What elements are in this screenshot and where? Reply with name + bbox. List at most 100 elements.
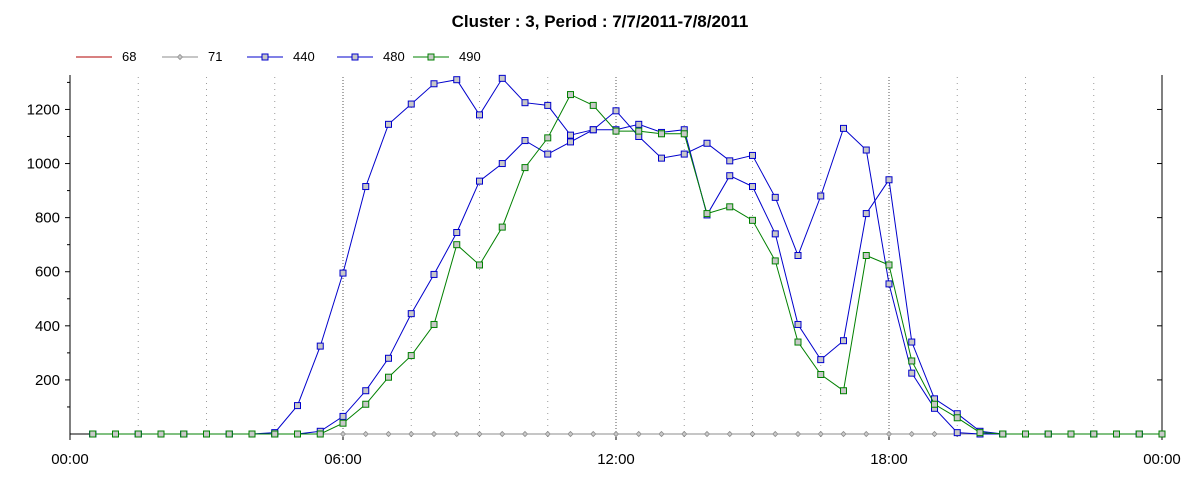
data-point-490	[1135, 430, 1143, 438]
legend-swatch-440	[247, 53, 283, 61]
data-point-71	[772, 430, 779, 438]
data-point-480	[885, 280, 893, 288]
data-point-490	[294, 430, 301, 438]
data-point-490	[931, 400, 938, 408]
series-line-440	[92, 77, 1162, 435]
data-point-71	[840, 430, 847, 438]
data-point-440	[908, 338, 916, 346]
data-point-490	[248, 430, 256, 438]
data-point-71	[885, 430, 893, 438]
data-point-71	[590, 430, 597, 438]
data-point-440	[407, 100, 415, 108]
y-tick-label: 1200	[27, 101, 60, 118]
x-tick-label: 18:00	[870, 451, 908, 468]
data-point-490	[726, 203, 734, 211]
data-point-490	[476, 261, 483, 269]
data-point-490	[567, 91, 574, 99]
chart-title: Cluster : 3, Period : 7/7/2011-7/8/2011	[451, 12, 749, 31]
data-point-490	[498, 223, 506, 231]
data-point-480	[817, 192, 825, 200]
data-point-490	[362, 400, 370, 408]
data-point-490	[430, 320, 438, 328]
data-point-490	[89, 430, 97, 438]
x-tick-label: 12:00	[597, 451, 635, 468]
data-point-490	[544, 134, 552, 142]
data-point-440	[316, 342, 324, 350]
data-point-490	[749, 216, 756, 224]
data-point-440	[339, 269, 347, 277]
data-point-480	[339, 412, 347, 420]
data-point-440	[430, 80, 438, 88]
data-point-490	[385, 373, 392, 381]
data-point-71	[931, 430, 938, 438]
data-point-490	[316, 430, 324, 438]
data-point-490	[1113, 430, 1120, 438]
y-tick-label: 800	[35, 210, 60, 227]
legend-label: 68	[122, 49, 137, 64]
data-point-480	[498, 160, 506, 168]
data-point-490	[1044, 430, 1052, 438]
data-point-480	[521, 137, 529, 145]
data-point-71	[339, 430, 347, 438]
y-tick-label: 600	[35, 264, 60, 281]
legend-swatch-480	[337, 53, 373, 61]
data-point-490	[908, 357, 916, 365]
data-point-480	[703, 139, 711, 147]
data-point-490	[635, 127, 643, 135]
data-point-490	[134, 430, 142, 438]
x-tick-label: 00:00	[51, 451, 89, 468]
data-point-490	[339, 419, 347, 427]
legend-label: 490	[459, 49, 481, 64]
data-point-490	[885, 261, 893, 269]
data-point-71	[544, 430, 551, 438]
data-point-480	[794, 252, 802, 259]
data-point-480	[453, 229, 461, 237]
data-point-490	[794, 338, 802, 346]
data-point-71	[385, 430, 392, 438]
data-point-440	[476, 111, 483, 119]
y-tick-label: 200	[35, 372, 60, 389]
data-point-490	[976, 429, 984, 437]
data-point-490	[1158, 430, 1166, 438]
data-point-71	[749, 430, 756, 438]
data-point-71	[794, 430, 802, 438]
series-line-480	[92, 110, 1162, 435]
data-point-440	[726, 172, 734, 180]
data-point-480	[862, 146, 870, 154]
data-point-440	[294, 402, 301, 410]
data-point-480	[589, 126, 597, 134]
data-point-71	[476, 430, 483, 438]
legend-swatch-490	[413, 53, 449, 61]
data-point-71	[521, 430, 529, 438]
data-point-71	[703, 430, 711, 438]
data-point-480	[567, 138, 574, 146]
data-point-440	[885, 176, 893, 184]
data-point-440	[521, 99, 529, 107]
data-point-71	[817, 430, 824, 438]
legend-swatch-71	[162, 53, 198, 61]
data-point-480	[840, 124, 847, 132]
data-point-490	[999, 430, 1007, 438]
data-point-440	[362, 183, 370, 191]
data-point-490	[180, 430, 188, 438]
data-point-440	[862, 210, 870, 218]
data-point-440	[817, 356, 825, 364]
y-tick-label: 400	[35, 318, 60, 335]
data-point-71	[658, 430, 665, 438]
data-point-440	[771, 230, 779, 238]
data-point-440	[794, 320, 802, 328]
data-point-440	[498, 74, 506, 82]
legend-swatch-68	[76, 56, 112, 58]
data-point-480	[407, 310, 415, 318]
data-point-480	[771, 193, 779, 201]
data-point-480	[658, 154, 665, 162]
data-point-480	[908, 369, 916, 377]
data-point-490	[589, 101, 597, 109]
data-point-490	[612, 127, 620, 135]
data-point-71	[453, 430, 460, 438]
data-point-490	[953, 414, 961, 422]
data-point-490	[817, 371, 825, 378]
data-point-490	[521, 164, 529, 172]
data-point-71	[908, 430, 915, 438]
